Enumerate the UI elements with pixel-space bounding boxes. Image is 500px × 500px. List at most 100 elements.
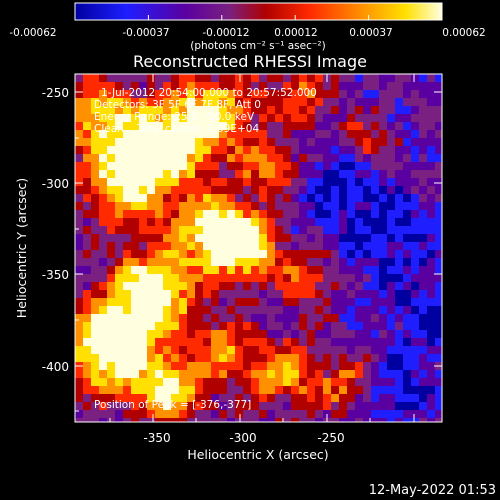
image-pixel	[211, 210, 219, 218]
image-pixel	[395, 266, 403, 274]
image-pixel	[315, 114, 323, 122]
image-pixel	[187, 346, 195, 354]
image-pixel	[227, 130, 235, 138]
image-pixel	[147, 274, 155, 282]
image-pixel	[363, 170, 371, 178]
image-pixel	[411, 282, 419, 290]
image-pixel	[291, 266, 299, 274]
image-pixel	[251, 114, 259, 122]
image-pixel	[347, 338, 355, 346]
image-pixel	[179, 186, 187, 194]
colorbar-tick-label: -0.00012	[202, 27, 249, 39]
image-pixel	[419, 186, 427, 194]
image-pixel	[155, 370, 163, 378]
image-pixel	[203, 386, 211, 394]
image-pixel	[131, 306, 139, 314]
image-pixel	[283, 242, 291, 250]
image-pixel	[155, 378, 163, 386]
image-pixel	[227, 354, 235, 362]
image-pixel	[315, 170, 323, 178]
image-pixel	[427, 138, 435, 146]
image-pixel	[323, 402, 331, 410]
image-pixel	[371, 266, 379, 274]
image-pixel	[147, 130, 155, 138]
image-pixel	[419, 210, 427, 218]
image-pixel	[323, 314, 331, 322]
image-pixel	[187, 114, 195, 122]
image-pixel	[331, 370, 339, 378]
image-pixel	[323, 98, 331, 106]
image-pixel	[355, 274, 363, 282]
image-pixel	[355, 378, 363, 386]
image-pixel	[163, 370, 171, 378]
image-pixel	[115, 242, 123, 250]
image-pixel	[347, 378, 355, 386]
image-pixel	[163, 74, 171, 82]
image-pixel	[235, 354, 243, 362]
image-pixel	[315, 154, 323, 162]
y-tick-label: -400	[42, 360, 69, 374]
image-pixel	[299, 170, 307, 178]
image-pixel	[91, 298, 99, 306]
image-pixel	[155, 386, 163, 394]
image-pixel	[163, 282, 171, 290]
image-pixel	[291, 98, 299, 106]
image-pixel	[299, 394, 307, 402]
image-pixel	[435, 98, 442, 106]
image-pixel	[403, 282, 411, 290]
image-pixel	[219, 218, 227, 226]
image-pixel	[91, 138, 99, 146]
image-pixel	[227, 386, 235, 394]
image-pixel	[227, 258, 235, 266]
image-pixel	[347, 194, 355, 202]
image-pixel	[379, 146, 387, 154]
image-pixel	[171, 282, 179, 290]
image-pixel	[331, 306, 339, 314]
image-pixel	[283, 154, 291, 162]
image-pixel	[163, 346, 171, 354]
image-pixel	[171, 226, 179, 234]
image-pixel	[259, 202, 267, 210]
image-pixel	[275, 218, 283, 226]
image-pixel	[115, 266, 123, 274]
image-pixel	[259, 90, 267, 98]
image-pixel	[227, 186, 235, 194]
image-pixel	[139, 138, 147, 146]
image-pixel	[131, 362, 139, 370]
image-pixel	[283, 218, 291, 226]
image-pixel	[355, 210, 363, 218]
image-pixel	[347, 330, 355, 338]
image-pixel	[403, 378, 411, 386]
image-pixel	[187, 378, 195, 386]
image-pixel	[427, 330, 435, 338]
image-pixel	[299, 274, 307, 282]
image-pixel	[115, 74, 123, 82]
image-pixel	[139, 154, 147, 162]
image-pixel	[427, 322, 435, 330]
image-pixel	[347, 298, 355, 306]
image-pixel	[155, 90, 163, 98]
image-pixel	[75, 170, 83, 178]
image-pixel	[339, 362, 347, 370]
image-pixel	[99, 74, 107, 82]
image-pixel	[139, 266, 147, 274]
image-pixel	[283, 74, 291, 82]
image-pixel	[171, 298, 179, 306]
image-pixel	[307, 266, 315, 274]
image-pixel	[363, 338, 371, 346]
image-pixel	[291, 170, 299, 178]
image-pixel	[235, 234, 243, 242]
image-pixel	[123, 266, 131, 274]
image-pixel	[355, 394, 363, 402]
image-pixel	[83, 346, 91, 354]
image-pixel	[211, 266, 219, 274]
image-pixel	[395, 314, 403, 322]
image-pixel	[123, 290, 131, 298]
image-pixel	[427, 186, 435, 194]
image-pixel	[331, 418, 339, 422]
image-pixel	[411, 418, 419, 422]
image-pixel	[75, 218, 83, 226]
image-pixel	[347, 162, 355, 170]
image-pixel	[123, 378, 131, 386]
image-pixel	[163, 82, 171, 90]
